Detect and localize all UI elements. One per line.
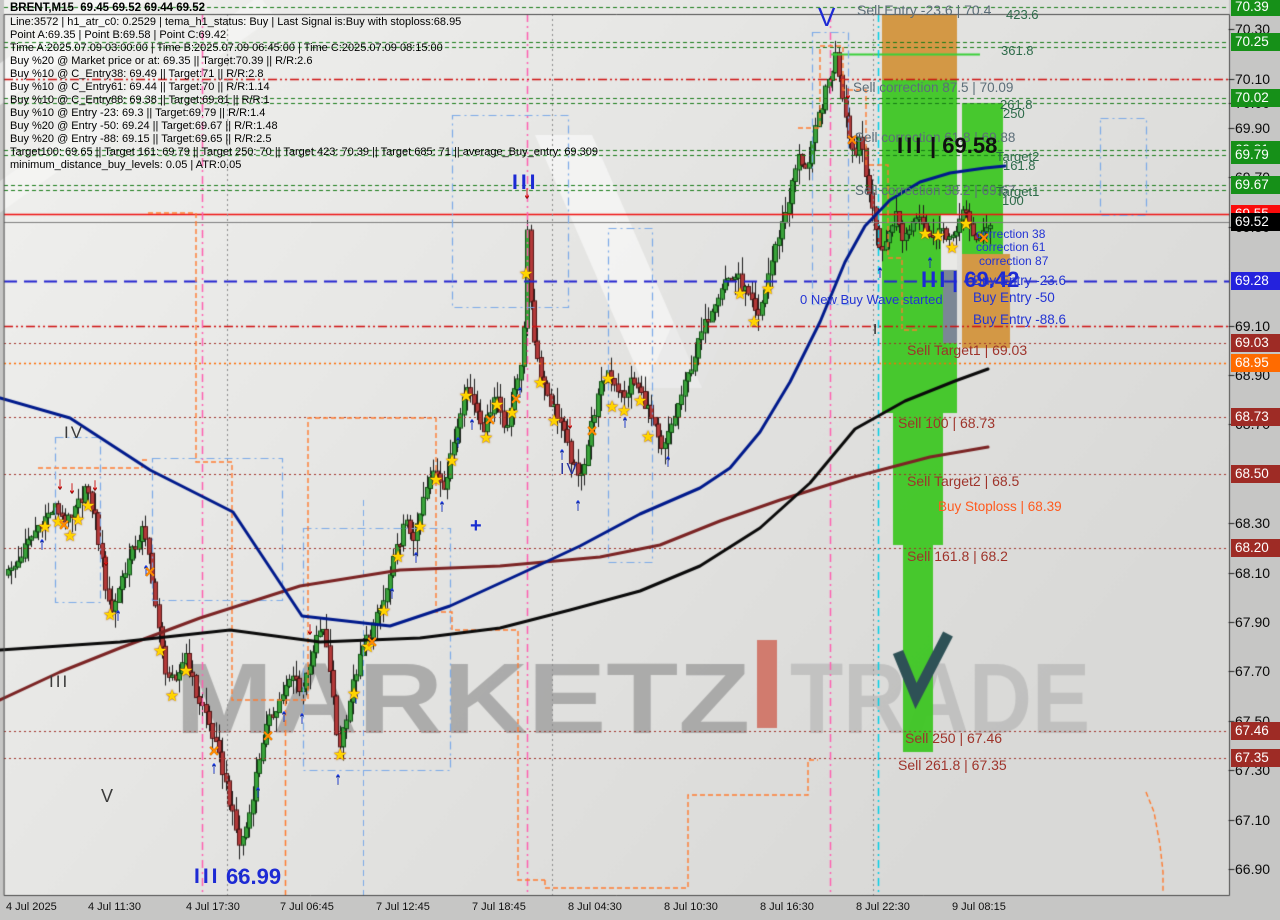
price-level-badge: 69.67: [1231, 176, 1280, 194]
chart-annotation: 100: [1002, 193, 1024, 208]
chart-annotation: 161.8: [1003, 158, 1036, 173]
time-axis-label: 7 Jul 18:45: [472, 901, 526, 913]
price-axis-label: 70.10: [1235, 71, 1271, 87]
chart-annotation: III: [49, 672, 70, 691]
price-level-badge: 68.50: [1231, 465, 1280, 483]
chart-annotation: IV: [64, 423, 85, 442]
chart-annotation: V: [818, 2, 836, 32]
chart-annotation: III: [194, 865, 221, 888]
time-axis-label: 8 Jul 04:30: [568, 901, 622, 913]
price-axis-label: 68.10: [1235, 565, 1271, 581]
time-axis-label: 4 Jul 11:30: [88, 901, 142, 913]
indicator-comment-line: Buy %10 @ Entry -23: 69.3 || Target:69.7…: [10, 107, 266, 119]
chart-annotation: Sell 161.8 | 68.2: [907, 548, 1008, 564]
chart-annotation: | 69.42: [952, 267, 1020, 292]
chart-annotation: Buy Entry -23.6: [973, 273, 1067, 288]
price-axis-label: 69.10: [1235, 318, 1271, 334]
time-axis-label: 8 Jul 16:30: [760, 901, 814, 913]
indicator-comment-line: Buy %20 @ Entry -88: 69.15 || Target:69.…: [10, 133, 272, 145]
indicator-comment-line: Target100: 69.65 || Target 161: 69.79 ||…: [10, 146, 598, 158]
price-axis-label: 68.30: [1235, 515, 1271, 531]
time-axis-label: 4 Jul 2025: [6, 901, 57, 913]
indicator-comment-line: Point A:69.35 | Point B:69.58 | Point C:…: [10, 29, 227, 41]
chart-annotation: I: [873, 321, 878, 338]
chart-annotation: +: [470, 515, 482, 537]
chart-annotation: Sell 250 | 67.46: [905, 730, 1003, 746]
chart-annotation: 250: [1003, 106, 1025, 121]
price-level-badge: 68.73: [1231, 408, 1280, 426]
time-axis-label: 4 Jul 17:30: [186, 901, 240, 913]
chart-annotation: Sell Target1 | 69.03: [907, 342, 1028, 358]
indicator-comment-line: Buy %20 @ Market price or at: 69.35 || T…: [10, 55, 313, 67]
price-level-badge: 69.28: [1231, 272, 1280, 290]
chart-annotation: III: [897, 133, 925, 158]
indicator-comment-line: Time A:2025.07.09 03:00:00 | Time B:2025…: [10, 42, 443, 54]
chart-annotation: Buy Stoploss | 68.39: [938, 499, 1062, 514]
price-axis-label: 67.70: [1235, 663, 1271, 679]
price-axis-label: 67.90: [1235, 614, 1271, 630]
price-level-badge: 69.03: [1231, 334, 1280, 352]
time-axis-label: 7 Jul 12:45: [376, 901, 430, 913]
chart-annotation: Sell 100 | 68.73: [898, 415, 996, 431]
price-axis-label: 67.10: [1235, 812, 1271, 828]
price-level-badge: 70.02: [1231, 89, 1280, 107]
chart-annotation: Buy Entry -88.6: [973, 312, 1067, 327]
chart-annotation: Sell correction 87.5 | 70.09: [853, 80, 1014, 95]
chart-annotation: correction 38: [976, 227, 1046, 241]
chart-annotation: correction 61: [976, 240, 1046, 254]
price-level-badge: 70.25: [1231, 33, 1280, 51]
chart-annotation: III: [921, 267, 949, 292]
price-axis-label: 70.30: [1235, 21, 1271, 37]
chart-annotation: Buy Entry -50: [973, 290, 1055, 305]
time-axis-label: 7 Jul 06:45: [280, 901, 334, 913]
chart-annotation: Target1: [996, 184, 1040, 199]
price-level-badge: 68.95: [1231, 354, 1280, 372]
chart-annotation: V: [101, 786, 114, 806]
chart-annotation: III: [512, 171, 539, 194]
chart-annotation: 361.8: [1001, 43, 1034, 58]
time-axis-label: 9 Jul 08:15: [952, 901, 1006, 913]
price-level-badge: 70.39: [1231, 0, 1280, 16]
time-axis-label: 8 Jul 10:30: [664, 901, 718, 913]
chart-annotation: 261.8: [1000, 97, 1033, 112]
indicator-comment-line: Buy %10 @ C_Entry88: 69.38 || Target:69.…: [10, 94, 270, 106]
chart-annotation: Sell Entry -23.6 | 70.4: [857, 2, 992, 18]
chart-title-ohlc: BRENT,M15 69.45 69.52 69.44 69.52: [10, 2, 205, 14]
chart-annotation: | 69.58: [930, 133, 998, 158]
indicator-comment-line: Buy %10 @ C_Entry38: 69.49 || Target:71 …: [10, 68, 264, 80]
price-axis-label: 66.90: [1235, 861, 1271, 877]
chart-annotation: 66.99: [226, 864, 282, 889]
price-level-badge: 67.46: [1231, 722, 1280, 740]
chart-annotation: correction 87: [979, 254, 1049, 268]
indicator-comment-line: Buy %20 @ Entry -50: 69.24 || Target:69.…: [10, 120, 278, 132]
price-level-badge: 67.35: [1231, 749, 1280, 767]
indicator-comment-line: minimum_distance_buy_levels: 0.05 | ATR:…: [10, 159, 242, 171]
chart-annotation: IV: [560, 461, 580, 478]
chart-annotation: Sell correction 38.2 | 69.67: [855, 183, 1016, 198]
chart-annotation: Sell Target2 | 68.5: [907, 473, 1020, 489]
price-level-badge: 68.20: [1231, 539, 1280, 557]
chart-annotation: 423.6: [1006, 7, 1039, 22]
time-axis-label: 8 Jul 22:30: [856, 901, 910, 913]
price-axis-label: 69.90: [1235, 120, 1271, 136]
price-level-badge: 69.79: [1231, 146, 1280, 164]
indicator-comment-line: Buy %10 @ C_Entry61: 69.44 || Target:70 …: [10, 81, 270, 93]
price-level-badge: 69.52: [1231, 213, 1280, 231]
chart-annotation: Target2: [996, 149, 1040, 164]
chart-annotation: 0 New Buy Wave started: [800, 292, 943, 307]
chart-annotation: Sell 261.8 | 67.35: [898, 757, 1007, 773]
chart-annotation: Sell correction 61.8 | 69.88: [855, 130, 1016, 145]
indicator-comment-line: Line:3572 | h1_atr_c0: 0.2529 | tema_h1_…: [10, 16, 462, 28]
